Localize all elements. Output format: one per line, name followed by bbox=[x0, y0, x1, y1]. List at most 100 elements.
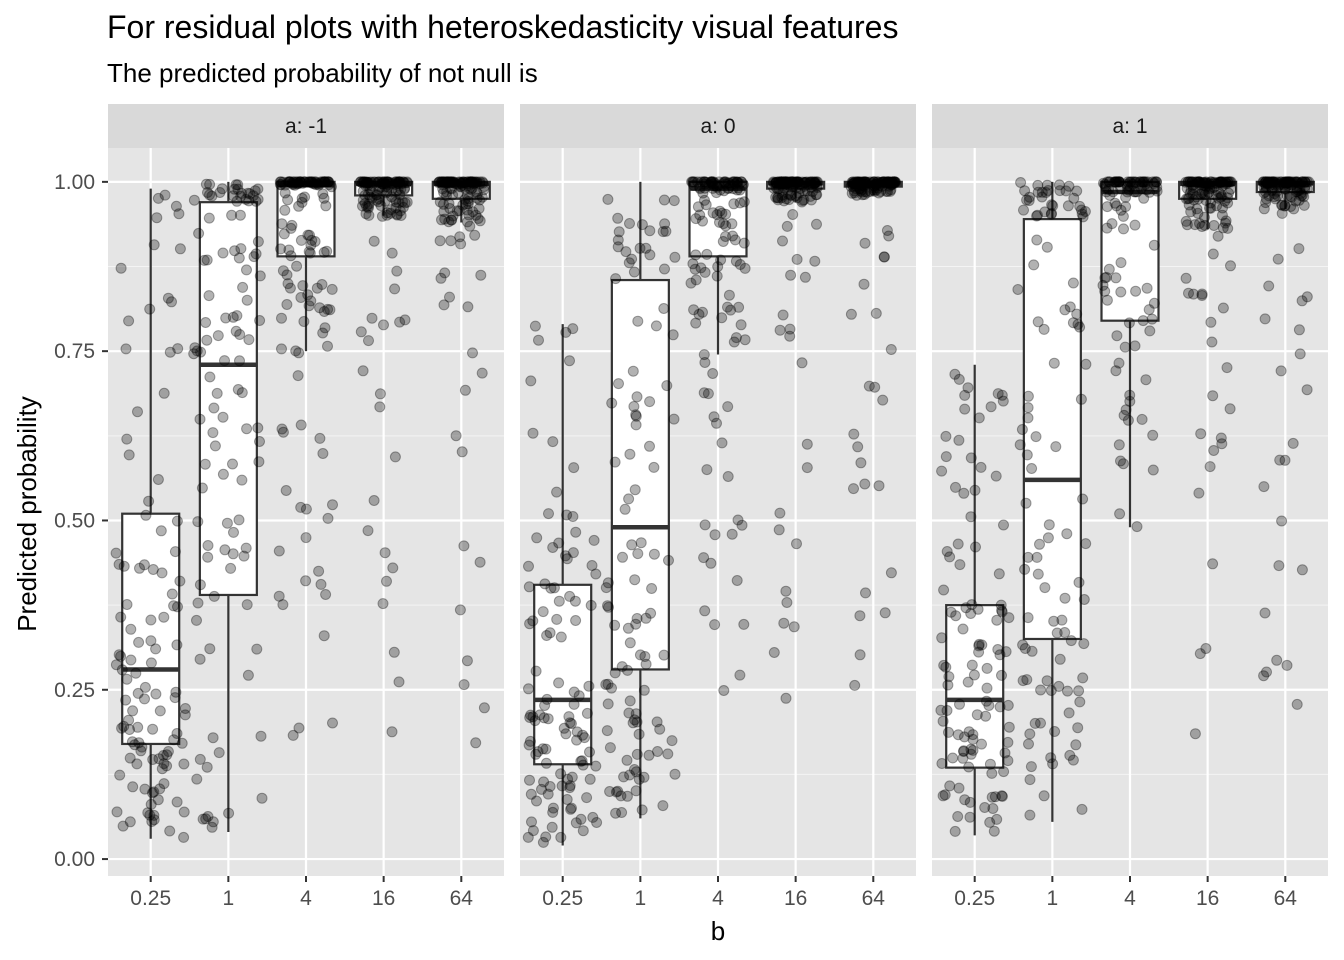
data-point bbox=[650, 320, 662, 332]
data-point bbox=[854, 183, 866, 195]
data-point bbox=[362, 176, 374, 188]
data-point bbox=[194, 579, 206, 591]
data-point bbox=[284, 282, 296, 294]
data-point bbox=[381, 187, 392, 199]
data-point bbox=[1180, 193, 1192, 205]
data-point bbox=[1021, 674, 1033, 686]
box-group bbox=[766, 176, 826, 704]
data-point bbox=[1290, 195, 1302, 207]
data-point bbox=[952, 729, 964, 741]
data-point bbox=[811, 180, 823, 192]
data-point bbox=[1126, 176, 1138, 188]
data-point bbox=[853, 177, 865, 189]
data-point bbox=[1279, 183, 1291, 195]
data-point bbox=[1269, 193, 1281, 205]
data-point bbox=[1045, 208, 1057, 220]
data-point bbox=[1039, 206, 1051, 218]
data-point bbox=[1182, 176, 1194, 188]
data-point bbox=[322, 176, 334, 188]
data-point bbox=[640, 612, 652, 624]
data-point bbox=[306, 176, 318, 188]
data-point bbox=[1121, 178, 1133, 190]
data-point bbox=[252, 422, 264, 434]
data-point bbox=[799, 177, 811, 189]
data-point bbox=[1262, 176, 1274, 188]
x-tick-label: 64 bbox=[862, 887, 886, 910]
data-point bbox=[770, 177, 782, 189]
data-point bbox=[172, 601, 183, 613]
data-point bbox=[975, 461, 987, 473]
data-point bbox=[1299, 176, 1311, 188]
data-point bbox=[792, 176, 804, 188]
data-point bbox=[805, 176, 816, 188]
data-point bbox=[623, 493, 635, 505]
data-point bbox=[379, 181, 391, 193]
data-point bbox=[366, 192, 378, 204]
data-point bbox=[584, 773, 596, 785]
data-point bbox=[601, 725, 613, 737]
data-point bbox=[790, 182, 802, 194]
data-point bbox=[888, 177, 900, 189]
data-point bbox=[465, 176, 477, 188]
data-point bbox=[1259, 607, 1271, 619]
data-point bbox=[1118, 223, 1129, 235]
data-point bbox=[130, 667, 142, 679]
data-point bbox=[305, 239, 317, 251]
data-point bbox=[1222, 222, 1234, 234]
data-point bbox=[276, 218, 288, 230]
data-point bbox=[958, 487, 970, 499]
data-point bbox=[1207, 390, 1219, 402]
data-point bbox=[777, 184, 789, 196]
data-point bbox=[1075, 393, 1087, 405]
data-point bbox=[379, 178, 391, 190]
data-point bbox=[1074, 200, 1086, 212]
data-point bbox=[314, 302, 326, 314]
data-point bbox=[537, 836, 549, 848]
data-point bbox=[1124, 176, 1136, 188]
data-point bbox=[855, 185, 867, 197]
data-point bbox=[1135, 183, 1147, 194]
data-point bbox=[996, 604, 1008, 616]
data-point bbox=[1183, 192, 1195, 204]
data-point bbox=[1194, 179, 1206, 191]
data-point bbox=[378, 176, 390, 188]
data-point bbox=[1099, 180, 1111, 192]
data-point bbox=[609, 619, 621, 631]
data-point bbox=[1276, 199, 1288, 211]
data-point bbox=[158, 778, 170, 790]
data-point bbox=[570, 615, 582, 626]
data-point bbox=[1198, 184, 1210, 196]
data-point bbox=[1207, 178, 1219, 190]
data-point bbox=[1040, 187, 1052, 198]
data-point bbox=[1098, 177, 1109, 189]
data-point bbox=[1215, 432, 1227, 444]
data-point bbox=[883, 230, 895, 242]
data-point bbox=[393, 176, 405, 188]
data-point bbox=[727, 176, 739, 188]
data-point bbox=[629, 714, 641, 726]
data-point bbox=[443, 216, 455, 228]
box-group bbox=[110, 188, 191, 843]
data-point bbox=[1070, 739, 1082, 751]
data-point bbox=[1199, 189, 1211, 201]
data-point bbox=[357, 176, 368, 188]
data-point bbox=[123, 449, 135, 461]
data-point bbox=[318, 246, 330, 258]
data-point bbox=[1218, 178, 1229, 189]
data-point bbox=[1200, 176, 1212, 188]
data-point bbox=[462, 195, 474, 207]
data-point bbox=[1258, 670, 1270, 682]
data-point bbox=[1206, 336, 1218, 348]
box-group bbox=[431, 176, 491, 749]
data-point bbox=[1025, 761, 1037, 773]
data-point bbox=[397, 201, 409, 213]
data-point bbox=[1184, 176, 1196, 188]
data-point bbox=[713, 179, 725, 191]
data-point bbox=[847, 180, 859, 192]
data-point bbox=[1219, 176, 1231, 188]
data-point bbox=[442, 176, 453, 188]
data-point bbox=[132, 406, 143, 418]
data-point bbox=[315, 578, 327, 590]
data-point bbox=[799, 176, 811, 188]
data-point bbox=[1266, 176, 1278, 188]
